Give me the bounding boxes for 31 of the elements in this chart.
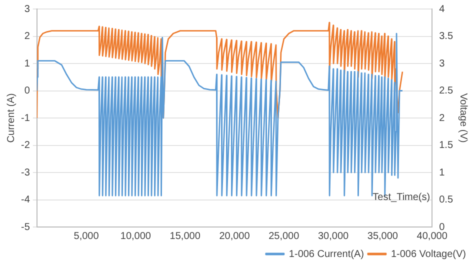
y-tick-label: -3 [20, 167, 30, 178]
y2-tick-label: 4 [439, 4, 446, 15]
x-tick-label: 15,000 [170, 230, 201, 242]
x-tick-label: 20,000 [219, 230, 250, 242]
y2-tick-label: 2.5 [439, 86, 454, 96]
x-axis-title: Test_Time(s) [372, 192, 430, 203]
legend-label: 1-006 Voltage(V) [390, 248, 466, 260]
y2-tick-label: 1.5 [439, 140, 454, 151]
y-axis-title: Current (A) [6, 93, 17, 143]
x-tick-label: 35,000 [367, 230, 398, 242]
y2-tick-label: 2 [439, 112, 446, 124]
y2-axis-title: Voltage (V) [457, 93, 468, 143]
x-tick-label: 10,000 [120, 230, 152, 242]
y2-tick-label: 0.5 [439, 194, 454, 206]
y-tick-label: -1 [20, 112, 30, 124]
y-tick-label: 0 [24, 86, 30, 96]
y-tick-label: 3 [24, 4, 30, 15]
y-tick-label: 1 [24, 58, 30, 70]
y-tick-label: -2 [20, 140, 30, 151]
x-tick-label: 5,000 [74, 230, 100, 242]
y2-tick-label: 3 [439, 58, 446, 70]
x-tick-label: 25,000 [268, 230, 300, 242]
y-tick-label: -4 [20, 194, 30, 206]
y2-tick-label: 1 [439, 167, 446, 178]
y-tick-label: -5 [20, 222, 30, 233]
y2-tick-label: 3.5 [439, 31, 454, 42]
y-tick-label: 2 [24, 31, 30, 42]
x-tick-label: 40,000 [416, 230, 448, 242]
x-tick-label: 30,000 [318, 230, 350, 242]
y2-tick-label: 0 [439, 222, 446, 233]
legend-label: 1-006 Current(A) [288, 248, 364, 260]
